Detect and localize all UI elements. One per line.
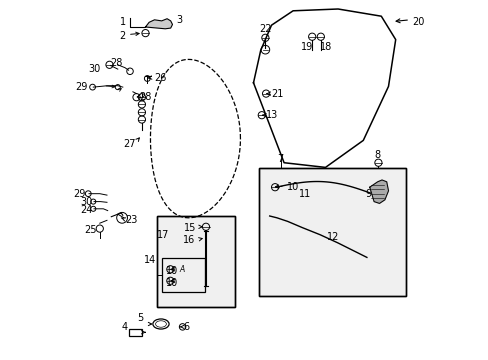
Text: A: A — [179, 265, 184, 274]
Bar — [162, 258, 204, 292]
Text: 14: 14 — [144, 255, 156, 265]
Bar — [258, 168, 406, 296]
Text: 18: 18 — [320, 42, 332, 52]
Text: 26: 26 — [153, 73, 166, 84]
Text: 15: 15 — [183, 222, 196, 233]
Text: 16: 16 — [183, 235, 195, 246]
Text: 12: 12 — [326, 232, 339, 242]
Text: 19: 19 — [300, 42, 312, 52]
Polygon shape — [369, 180, 387, 203]
Text: 9: 9 — [365, 189, 370, 199]
Text: 30: 30 — [80, 197, 92, 207]
Text: 3: 3 — [176, 15, 182, 25]
Text: 11: 11 — [298, 189, 310, 199]
Bar — [157, 216, 234, 307]
Text: 28: 28 — [139, 92, 151, 102]
Bar — [157, 216, 234, 307]
Bar — [128, 329, 142, 336]
Text: 1: 1 — [120, 17, 125, 27]
Text: 23: 23 — [125, 215, 137, 225]
Text: 8: 8 — [374, 150, 380, 160]
Text: 27: 27 — [123, 139, 136, 149]
Bar — [258, 168, 406, 296]
Text: 10: 10 — [166, 266, 178, 276]
Text: 7: 7 — [277, 154, 283, 164]
Text: 25: 25 — [84, 225, 97, 235]
Text: 6: 6 — [183, 322, 189, 332]
Text: 10: 10 — [286, 182, 299, 192]
Polygon shape — [145, 19, 172, 29]
Text: 20: 20 — [411, 17, 424, 27]
Text: 2: 2 — [119, 31, 125, 41]
Text: 29: 29 — [75, 82, 88, 92]
Text: 13: 13 — [265, 110, 278, 120]
Text: 10: 10 — [166, 278, 178, 288]
Text: 30: 30 — [88, 64, 101, 74]
Text: 21: 21 — [271, 89, 284, 99]
Text: 28: 28 — [110, 58, 122, 68]
Text: 4: 4 — [121, 322, 127, 332]
Text: 5: 5 — [137, 312, 143, 323]
Text: 17: 17 — [156, 230, 168, 240]
Text: 29: 29 — [74, 189, 86, 199]
Text: 22: 22 — [258, 24, 271, 34]
Text: 24: 24 — [80, 204, 92, 215]
